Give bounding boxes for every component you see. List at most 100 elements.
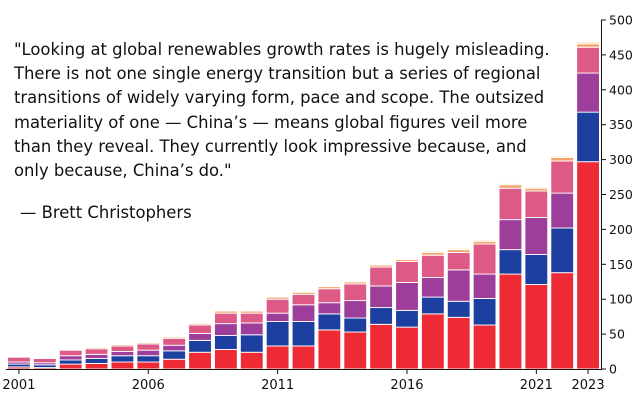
bar-segment-2018-s3 [446, 269, 471, 302]
bar-segment-2011-s1 [265, 345, 290, 370]
quote-text: "Looking at global renewables growth rat… [14, 40, 550, 181]
y-tick-label-350: 350 [609, 117, 633, 132]
bar-segment-2023-s1 [576, 161, 600, 370]
bar-segment-2016-s2 [395, 309, 419, 328]
bar-segment-2005-s6 [110, 343, 135, 346]
bar-segment-2010-s3 [239, 322, 264, 336]
bar-segment-2012-s1 [291, 345, 316, 370]
bar-segment-2001-s4 [7, 356, 31, 363]
bar-segment-2015-s4 [369, 266, 393, 287]
bar-segment-2021-s3 [524, 217, 549, 255]
bar-segment-2014-s6 [343, 280, 368, 283]
bar-segment-2014-s2 [343, 317, 368, 333]
bar-segment-2014-s1 [343, 331, 368, 370]
bar-segment-2015-s1 [369, 323, 393, 370]
bar-segment-2019-s1 [472, 324, 497, 370]
quote-author: — Brett Christophers [20, 203, 192, 222]
bar-segment-2007-s3 [162, 344, 186, 352]
bar-segment-2008-s1 [188, 351, 212, 370]
bar-segment-2021-s2 [524, 254, 549, 285]
bar-segment-2022-s6 [550, 155, 575, 158]
bar-segment-2021-s1 [524, 284, 549, 370]
bar-segment-2010-s2 [239, 334, 264, 353]
bar-segment-2009-s1 [214, 349, 238, 370]
bar-segment-2020-s3 [498, 219, 523, 251]
bar-segment-2006-s6 [136, 341, 161, 343]
bar-segment-2019-s4 [472, 243, 497, 275]
y-tick-label-300: 300 [609, 152, 633, 167]
x-tick-label-2006: 2006 [132, 378, 165, 393]
y-tick-label-200: 200 [609, 222, 633, 237]
bar-segment-2019-s6 [472, 239, 497, 242]
bar-segment-2019-s2 [472, 298, 497, 326]
bar-segment-2017-s3 [421, 277, 445, 298]
bar-segment-2011-s2 [265, 321, 290, 347]
bar-segment-2003-s4 [58, 349, 83, 357]
bar-segment-2012-s4 [291, 293, 316, 306]
bar-segment-2019-s3 [472, 273, 497, 299]
bar-segment-2015-s6 [369, 263, 393, 266]
bar-segment-2018-s2 [446, 300, 471, 318]
y-tick-label-150: 150 [609, 257, 633, 272]
x-tick-label-2021: 2021 [520, 378, 553, 393]
bar-segment-2007-s6 [162, 335, 186, 338]
bar-segment-2017-s2 [421, 296, 445, 315]
bar-segment-2009-s4 [214, 312, 238, 325]
bar-segment-2006-s2 [136, 355, 161, 363]
bar-segment-2023-s6 [576, 41, 600, 45]
bar-segment-2005-s4 [110, 345, 135, 353]
bar-segment-2017-s4 [421, 254, 445, 279]
bar-segment-2020-s5 [498, 184, 523, 189]
bar-segment-2007-s1 [162, 358, 186, 370]
bar-segment-2004-s6 [84, 346, 109, 348]
bar-segment-2020-s6 [498, 182, 523, 186]
y-tick-label-100: 100 [609, 292, 633, 307]
bar-segment-2015-s3 [369, 285, 393, 309]
bar-segment-2009-s6 [214, 309, 238, 312]
bar-segment-2022-s3 [550, 192, 575, 229]
bar-segment-2007-s2 [162, 350, 186, 360]
bar-segment-2023-s2 [576, 111, 600, 163]
bar-segment-2005-s3 [110, 351, 135, 357]
bar-segment-2003-s1 [58, 363, 83, 370]
x-tick-label-2023: 2023 [572, 378, 605, 393]
bar-segment-2006-s3 [136, 349, 161, 357]
x-tick-label-2016: 2016 [390, 378, 423, 393]
bar-segment-2005-s2 [110, 355, 135, 363]
bar-segment-2013-s1 [317, 329, 342, 370]
bar-segment-2023-s4 [576, 46, 600, 74]
y-tick-label-450: 450 [609, 47, 633, 62]
bar-segment-2014-s3 [343, 300, 368, 319]
bar-segment-2008-s2 [188, 339, 212, 353]
bar-segment-2004-s2 [84, 358, 109, 364]
bar-segment-2009-s3 [214, 323, 238, 336]
bar-segment-2011-s4 [265, 298, 290, 314]
bar-segment-2016-s6 [395, 258, 419, 260]
bar-segment-2022-s1 [550, 272, 575, 370]
bar-segment-2003-s3 [58, 355, 83, 361]
bar-segment-2002-s6 [32, 356, 57, 359]
bar-segment-2022-s2 [550, 227, 575, 274]
bar-segment-2004-s3 [84, 353, 109, 359]
bar-segment-2018-s4 [446, 251, 471, 271]
bar-segment-2015-s2 [369, 307, 393, 325]
bar-segment-2016-s3 [395, 282, 419, 311]
bar-segment-2020-s2 [498, 249, 523, 275]
bar-segment-2021-s6 [524, 186, 549, 189]
bar-segment-2008-s6 [188, 322, 212, 325]
bar-segment-2018-s1 [446, 316, 471, 370]
bar-segment-2006-s1 [136, 361, 161, 370]
y-tick-label-400: 400 [609, 82, 633, 97]
bar-segment-2022-s4 [550, 160, 575, 194]
y-tick-label-0: 0 [609, 362, 617, 377]
bar-segment-2016-s1 [395, 326, 419, 370]
y-tick-label-50: 50 [609, 327, 625, 342]
y-tick-label-500: 500 [609, 13, 633, 28]
bar-segment-2005-s1 [110, 361, 135, 370]
bar-segment-2014-s4 [343, 283, 368, 302]
bar-segment-2023-s3 [576, 72, 600, 113]
bar-segment-2008-s4 [188, 324, 212, 334]
bar-segment-2012-s3 [291, 304, 316, 322]
